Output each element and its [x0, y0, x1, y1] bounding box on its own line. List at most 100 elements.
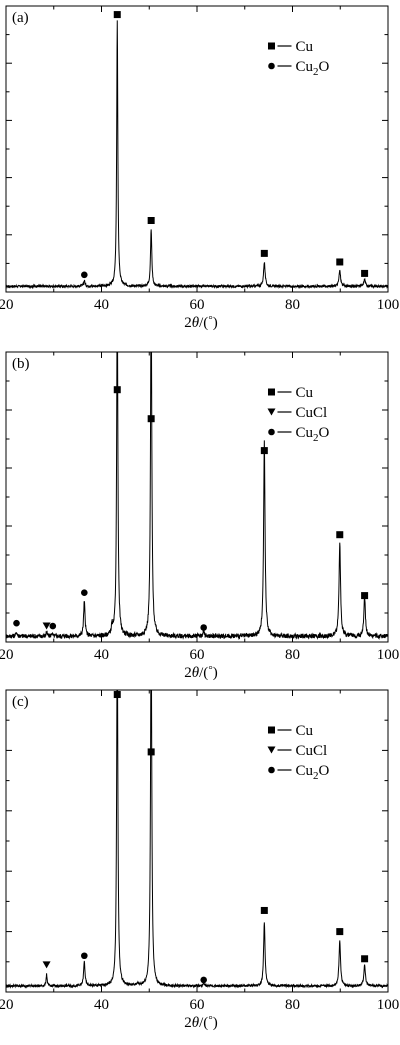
- x-axis-label-degree: °: [208, 314, 212, 326]
- legend-label-cu2o: Cu2O: [295, 763, 329, 782]
- legend-label-text: Cu: [295, 425, 313, 441]
- legend-marker-cu2o: [268, 62, 275, 70]
- peak-marker-cu: [336, 531, 344, 539]
- legend-label-cu2o: Cu2O: [295, 59, 329, 78]
- plot-frame: [5, 689, 389, 993]
- plot-frame: [5, 351, 389, 643]
- legend-label-text: O: [319, 59, 330, 75]
- legend-label-cu: Cu: [295, 39, 313, 55]
- diffraction-pattern-line: [6, 690, 388, 989]
- x-axis-label: 2θ/(°): [184, 664, 217, 681]
- legend-label-subscript: 2: [313, 770, 319, 782]
- legend-marker-cu2o: [268, 766, 275, 774]
- legend-label-text: CuCl: [295, 743, 327, 759]
- peak-marker-cu: [260, 447, 268, 455]
- legend-label-text: O: [319, 763, 330, 779]
- peak-marker-cu: [361, 955, 369, 963]
- peak-marker-cu: [147, 217, 155, 224]
- peak-marker-cu: [361, 269, 369, 277]
- x-tick-label: 100: [377, 297, 400, 313]
- peak-marker-cu: [113, 11, 121, 19]
- x-axis-label-part: 2: [184, 665, 192, 681]
- x-tick-label: 80: [285, 297, 300, 313]
- x-tick-label: 80: [285, 997, 300, 1013]
- legend-marker-cucl: [267, 408, 276, 416]
- legend-marker-cu: [267, 726, 275, 734]
- x-axis-label-theta: θ: [192, 315, 200, 331]
- x-tick-label: 40: [94, 997, 109, 1013]
- legend-marker-cu: [267, 42, 275, 50]
- legend-marker-cucl: [267, 746, 276, 754]
- peak-marker-cu2o: [200, 624, 207, 631]
- x-tick-label: 60: [190, 647, 205, 663]
- panel-label: (c): [12, 694, 29, 710]
- legend-label-text: Cu: [295, 385, 313, 401]
- x-tick-label: 80: [285, 647, 300, 663]
- x-axis-label-part: ): [213, 1015, 218, 1031]
- peak-marker-cucl: [42, 961, 51, 969]
- legend-label-cu2o: Cu2O: [295, 425, 329, 444]
- peak-marker-cu: [260, 906, 268, 914]
- panel-label: (b): [12, 356, 30, 372]
- x-axis-label-part: ): [213, 315, 218, 331]
- legend-label-cucl: CuCl: [295, 405, 327, 421]
- peak-marker-cu2o: [49, 622, 57, 630]
- x-axis-label-theta: θ: [192, 1015, 200, 1031]
- peak-marker-cu: [336, 928, 344, 936]
- x-tick-label: 20: [0, 647, 14, 663]
- x-tick-label: 60: [190, 297, 205, 313]
- x-tick-label: 100: [377, 647, 400, 663]
- legend-marker-cu2o: [268, 428, 275, 436]
- x-tick-label: 20: [0, 997, 14, 1013]
- peak-marker-cu: [147, 748, 155, 756]
- legend-label-text: Cu: [295, 39, 313, 55]
- x-axis-label-theta: θ: [192, 665, 200, 681]
- x-axis-label-part: ): [213, 665, 218, 681]
- x-tick-label: 60: [190, 997, 205, 1013]
- peak-marker-cucl: [42, 622, 51, 630]
- legend-label-cu: Cu: [295, 723, 313, 739]
- legend-label-text: Cu: [295, 59, 313, 75]
- x-tick-label: 20: [0, 297, 14, 313]
- x-axis-label: 2θ/(°): [184, 1014, 217, 1031]
- x-tick-label: 40: [94, 647, 109, 663]
- peak-marker-cu2o: [81, 271, 88, 279]
- legend-label-subscript: 2: [313, 66, 319, 78]
- x-tick-label: 100: [377, 997, 400, 1013]
- peak-marker-cu2o: [81, 952, 88, 960]
- peak-marker-cu: [113, 691, 121, 699]
- legend-label-subscript: 2: [313, 432, 319, 444]
- peak-marker-cu: [260, 249, 268, 257]
- x-axis-label-degree: °: [208, 1014, 212, 1026]
- peak-marker-cu: [336, 258, 344, 266]
- legend-marker-cu: [267, 388, 275, 396]
- peak-marker-cu: [113, 386, 121, 394]
- peak-marker-cu2o: [81, 589, 88, 596]
- x-axis-label-part: 2: [184, 1015, 192, 1031]
- diffraction-pattern-line: [6, 20, 388, 290]
- legend-label-text: O: [319, 425, 330, 441]
- x-axis-label-part: /(: [199, 315, 208, 331]
- peak-marker-cu: [147, 415, 155, 423]
- diffraction-pattern-line: [6, 352, 388, 641]
- x-axis-label-degree: °: [208, 664, 212, 676]
- plot-frame: [5, 5, 389, 293]
- x-axis-label-part: /(: [199, 1015, 208, 1031]
- legend-label-cu: Cu: [295, 385, 313, 401]
- x-tick-label: 40: [94, 297, 109, 313]
- legend-label-text: Cu: [295, 763, 313, 779]
- peak-marker-cu2o: [200, 976, 207, 984]
- legend-label-text: Cu: [295, 723, 313, 739]
- legend-label-text: CuCl: [295, 405, 327, 421]
- x-axis-label-part: 2: [184, 315, 192, 331]
- x-axis-label: 2θ/(°): [184, 314, 217, 331]
- legend-label-cucl: CuCl: [295, 743, 327, 759]
- x-axis-label-part: /(: [199, 665, 208, 681]
- peak-marker-cu: [361, 592, 369, 600]
- peak-marker-cu2o: [13, 619, 20, 627]
- panel-label: (a): [12, 10, 29, 26]
